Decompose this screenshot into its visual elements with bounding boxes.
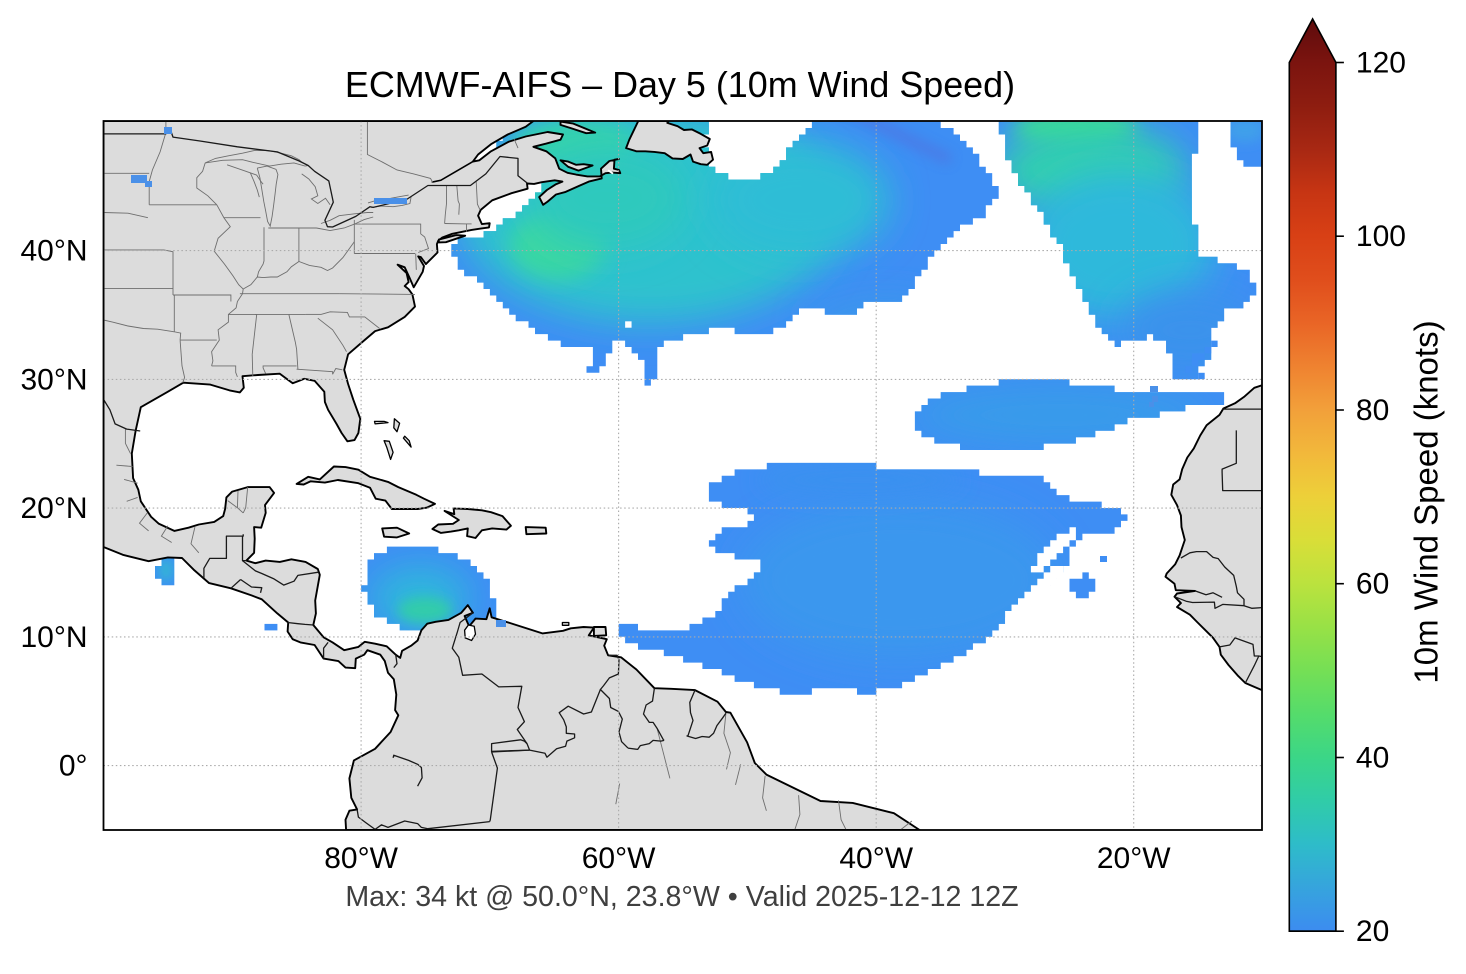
svg-text:30°N: 30°N xyxy=(20,363,87,396)
svg-text:60: 60 xyxy=(1356,568,1389,601)
svg-text:120: 120 xyxy=(1356,47,1406,80)
svg-text:60°W: 60°W xyxy=(582,842,656,875)
svg-text:20°N: 20°N xyxy=(20,492,87,525)
svg-text:40: 40 xyxy=(1356,742,1389,775)
svg-text:20: 20 xyxy=(1356,915,1389,948)
svg-text:40°N: 40°N xyxy=(20,235,87,268)
svg-text:Max: 34 kt @ 50.0°N, 23.8°W •: Max: 34 kt @ 50.0°N, 23.8°W • Valid 2025… xyxy=(345,881,1018,913)
svg-text:0°: 0° xyxy=(59,750,88,783)
svg-text:100: 100 xyxy=(1356,220,1406,253)
svg-text:80°W: 80°W xyxy=(324,842,398,875)
svg-text:10°N: 10°N xyxy=(20,621,87,654)
svg-text:20°W: 20°W xyxy=(1097,842,1171,875)
svg-text:40°W: 40°W xyxy=(839,842,913,875)
svg-text:10m Wind Speed (knots): 10m Wind Speed (knots) xyxy=(1408,320,1445,683)
svg-text:ECMWF-AIFS – Day 5 (10m Wind S: ECMWF-AIFS – Day 5 (10m Wind Speed) xyxy=(345,65,1015,105)
svg-text:80: 80 xyxy=(1356,394,1389,427)
